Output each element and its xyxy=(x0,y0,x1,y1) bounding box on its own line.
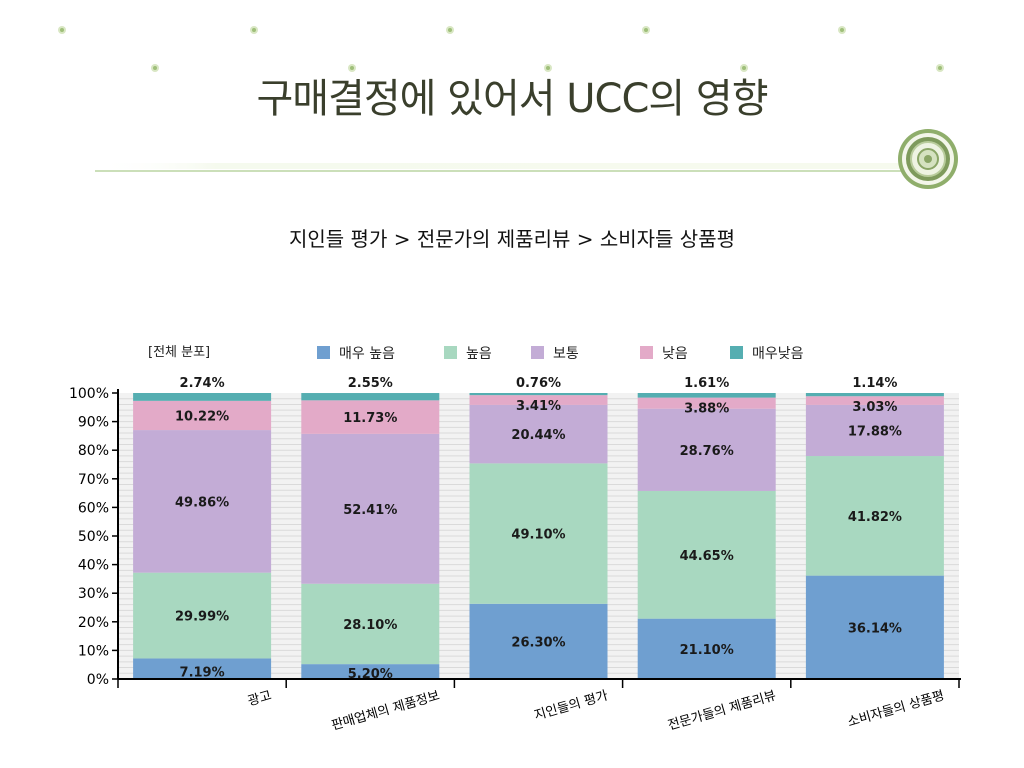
data-label: 41.82% xyxy=(848,510,902,525)
y-tick-label: 0% xyxy=(87,672,109,688)
y-tick-label: 70% xyxy=(78,472,109,488)
data-label: 2.74% xyxy=(180,376,225,391)
data-label: 20.44% xyxy=(511,428,565,443)
legend-label: 매우낮음 xyxy=(752,346,804,362)
circular-emblem-icon xyxy=(898,129,958,189)
x-tick-label: 지인들의 평가 xyxy=(533,688,610,723)
data-label: 2.55% xyxy=(348,376,393,391)
y-tick-label: 50% xyxy=(78,529,109,545)
y-tick-label: 80% xyxy=(78,443,109,459)
data-label: 3.41% xyxy=(516,399,561,414)
data-label: 52.41% xyxy=(343,503,397,518)
flower-icon xyxy=(610,14,661,50)
bar-segment xyxy=(469,393,608,396)
legend-swatch xyxy=(730,346,743,359)
legend-swatch xyxy=(444,346,457,359)
legend-label: 매우 높음 xyxy=(339,346,395,362)
legend-swatch xyxy=(317,346,330,359)
page-subtitle: 지인들 평가 > 전문가의 제품리뷰 > 소비자들 상품평 xyxy=(288,227,736,251)
stacked-bar-chart: [전체 분포] 매우 높음 높음 보통 낮음 매우낮음 7.19% 29.99% 49.86% 1… xyxy=(69,345,961,734)
legend-label: 보통 xyxy=(553,346,579,362)
bar-segment xyxy=(301,664,440,679)
y-tick-label: 100% xyxy=(69,386,109,402)
y-tick-label: 60% xyxy=(78,500,109,516)
bar-segment xyxy=(133,658,272,679)
bar-segment xyxy=(637,618,776,679)
bar-segment xyxy=(469,404,608,464)
bar-segment xyxy=(133,430,272,573)
bar-segment xyxy=(301,433,440,584)
legend-swatch xyxy=(531,346,544,359)
data-label: 10.22% xyxy=(175,409,229,424)
y-tick-label: 10% xyxy=(78,643,109,659)
bar-segment xyxy=(805,393,944,397)
bar-segment xyxy=(301,400,440,434)
bar-segment xyxy=(805,404,944,457)
data-label: 1.61% xyxy=(684,376,729,391)
y-tick-label: 90% xyxy=(78,415,109,431)
data-label: 49.86% xyxy=(175,495,229,510)
bar-segment xyxy=(133,400,272,431)
data-label: 11.73% xyxy=(343,411,397,426)
y-tick-label: 20% xyxy=(78,615,109,631)
bar-segment xyxy=(133,393,272,401)
data-label: 3.88% xyxy=(684,402,729,417)
x-tick-label: 소비자들의 상품평 xyxy=(846,688,946,730)
bar-segment xyxy=(637,490,776,619)
legend-label: 높음 xyxy=(466,346,492,362)
flower-icon xyxy=(218,14,269,50)
data-label: 28.10% xyxy=(343,618,397,633)
bar-segment xyxy=(637,408,776,491)
x-tick-label: 광고 xyxy=(246,688,273,709)
data-label: 44.65% xyxy=(680,549,734,564)
data-label: 21.10% xyxy=(680,643,734,658)
legend-swatch xyxy=(640,346,653,359)
data-label: 7.19% xyxy=(180,666,225,681)
bar-segment xyxy=(301,583,440,665)
data-label: 49.10% xyxy=(511,528,565,543)
bar-segment xyxy=(469,395,608,405)
bar-segment xyxy=(133,572,272,659)
bar-segment xyxy=(637,397,776,409)
flower-icon xyxy=(414,14,465,50)
data-label: 36.14% xyxy=(848,621,902,636)
flower-icon xyxy=(806,14,857,50)
data-label: 1.14% xyxy=(852,376,897,391)
legend-label: 낮음 xyxy=(662,346,688,362)
y-tick-label: 30% xyxy=(78,586,109,602)
data-label: 26.30% xyxy=(511,635,565,650)
x-tick-label: 판매업체의 제품정보 xyxy=(330,688,442,733)
bar-segment xyxy=(301,393,440,401)
bar-segment xyxy=(805,396,944,405)
chart-panel: [전체 분포] 매우 높음 높음 보통 낮음 매우낮음 7.19% 29.99% 49.86% 1… xyxy=(53,303,970,753)
data-label: 0.76% xyxy=(516,376,561,391)
data-label: 29.99% xyxy=(175,610,229,625)
bar-segment xyxy=(469,463,608,604)
bar-segment xyxy=(805,575,944,679)
bar-segment xyxy=(469,603,608,679)
bar-segment xyxy=(805,456,944,576)
bar-segment xyxy=(637,393,776,398)
page-title: 구매결정에 있어서 UCC의 영향 xyxy=(256,76,768,122)
chart-title: [전체 분포] xyxy=(148,345,210,360)
data-label: 17.88% xyxy=(848,424,902,439)
x-tick-label: 전문가들의 제품리뷰 xyxy=(666,688,778,733)
data-label: 28.76% xyxy=(680,444,734,459)
y-tick-label: 40% xyxy=(78,558,109,574)
flower-icon xyxy=(26,14,77,50)
data-label: 3.03% xyxy=(852,400,897,415)
